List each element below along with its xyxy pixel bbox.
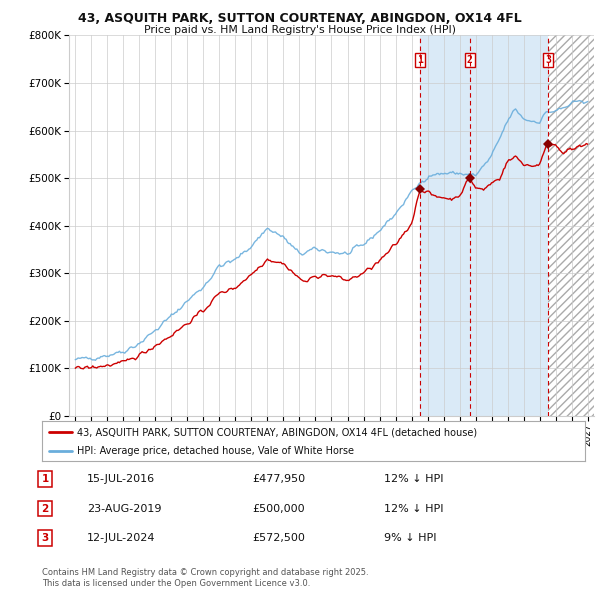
Text: 2: 2 — [41, 504, 49, 513]
Text: 43, ASQUITH PARK, SUTTON COURTENAY, ABINGDON, OX14 4FL: 43, ASQUITH PARK, SUTTON COURTENAY, ABIN… — [78, 12, 522, 25]
Text: Contains HM Land Registry data © Crown copyright and database right 2025.
This d: Contains HM Land Registry data © Crown c… — [42, 568, 368, 588]
Text: 2: 2 — [467, 55, 473, 65]
Text: Price paid vs. HM Land Registry's House Price Index (HPI): Price paid vs. HM Land Registry's House … — [144, 25, 456, 35]
Bar — [470, 35, 548, 416]
Bar — [548, 35, 594, 416]
Text: HPI: Average price, detached house, Vale of White Horse: HPI: Average price, detached house, Vale… — [77, 447, 354, 456]
Text: 12% ↓ HPI: 12% ↓ HPI — [384, 474, 443, 484]
Bar — [420, 35, 470, 416]
Text: 1: 1 — [417, 55, 423, 65]
Text: 23-AUG-2019: 23-AUG-2019 — [87, 504, 161, 513]
Text: 12% ↓ HPI: 12% ↓ HPI — [384, 504, 443, 513]
Text: 12-JUL-2024: 12-JUL-2024 — [87, 533, 155, 543]
Text: 3: 3 — [545, 55, 551, 65]
Text: 9% ↓ HPI: 9% ↓ HPI — [384, 533, 437, 543]
Text: £477,950: £477,950 — [252, 474, 305, 484]
Bar — [548, 35, 594, 416]
Text: £500,000: £500,000 — [252, 504, 305, 513]
Text: £572,500: £572,500 — [252, 533, 305, 543]
Text: 1: 1 — [41, 474, 49, 484]
Text: 43, ASQUITH PARK, SUTTON COURTENAY, ABINGDON, OX14 4FL (detached house): 43, ASQUITH PARK, SUTTON COURTENAY, ABIN… — [77, 428, 478, 438]
Text: 3: 3 — [41, 533, 49, 543]
Text: 15-JUL-2016: 15-JUL-2016 — [87, 474, 155, 484]
